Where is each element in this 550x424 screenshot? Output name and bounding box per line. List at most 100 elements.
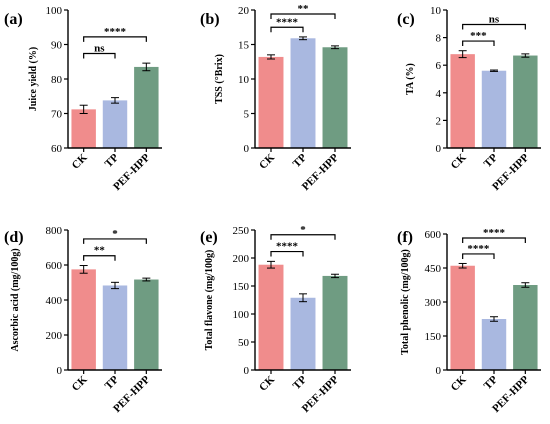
significance-bracket xyxy=(83,36,147,42)
panel-label: (e) xyxy=(200,229,218,246)
bar-ck xyxy=(71,109,96,148)
y-tick-label: 15 xyxy=(238,40,250,52)
significance-bracket xyxy=(83,238,147,244)
significance-label: * xyxy=(112,228,118,240)
bar-tp xyxy=(102,285,128,370)
x-tick-label: CK xyxy=(257,151,277,171)
x-tick-label: CK xyxy=(70,373,90,393)
x-tick-label: TP xyxy=(103,151,122,170)
significance-label: ** xyxy=(298,3,310,15)
x-tick-label: TP xyxy=(291,373,310,392)
significance-bracket xyxy=(462,40,495,47)
bar-ck xyxy=(71,269,96,370)
x-tick-label: CK xyxy=(257,373,277,393)
y-tick-label: 600 xyxy=(46,260,63,272)
y-tick-label: 6 xyxy=(436,60,442,72)
y-axis-label: Total flavone (mg/100g) xyxy=(204,250,215,351)
bar-tp xyxy=(102,100,128,148)
y-tick-label: 60 xyxy=(51,143,63,155)
y-tick-label: 70 xyxy=(51,109,63,121)
panel-label: (a) xyxy=(4,11,23,28)
y-tick-label: 250 xyxy=(233,225,250,237)
y-tick-label: 20 xyxy=(238,5,250,17)
significance-label: ns xyxy=(489,13,500,25)
bar-pef-hpp xyxy=(134,279,159,370)
significance-label: **** xyxy=(276,241,299,253)
x-tick-label: TP xyxy=(103,373,122,392)
x-tick-label: CK xyxy=(449,151,469,171)
significance-bracket xyxy=(83,52,116,59)
y-axis-label: TA (%) xyxy=(405,63,416,95)
bar-tp xyxy=(290,38,316,148)
y-tick-label: 50 xyxy=(238,337,250,349)
y-tick-label: 0 xyxy=(436,365,442,377)
y-tick-label: 10 xyxy=(238,74,250,86)
y-axis-label: Ascorbic acid (mg/100g) xyxy=(10,248,21,351)
x-tick-label: CK xyxy=(449,373,469,393)
panel-label: (c) xyxy=(397,11,415,28)
significance-label: **** xyxy=(104,26,127,38)
bar-ck xyxy=(450,265,475,370)
bar-ck xyxy=(258,264,284,370)
significance-label: *** xyxy=(470,30,487,42)
y-tick-label: 8 xyxy=(436,33,442,45)
y-tick-label: 5 xyxy=(244,109,250,121)
panel-label: (b) xyxy=(200,11,220,28)
significance-label: ** xyxy=(94,245,106,257)
chart-panel-6: (f) Total phenolic (mg/100g) 0 150 300 450 600… xyxy=(397,227,541,415)
significance-bracket xyxy=(462,253,495,259)
bar-pef-hpp xyxy=(322,47,348,149)
y-tick-label: 4 xyxy=(436,88,442,100)
bar-pef-hpp xyxy=(322,275,348,370)
y-tick-label: 200 xyxy=(46,330,63,342)
x-tick-label: TP xyxy=(291,151,310,170)
bar-tp xyxy=(481,70,507,148)
y-tick-label: 0 xyxy=(244,365,250,377)
chart-panel-5: (e) Total flavone (mg/100g) 0 50 100 150 200 25… xyxy=(200,224,351,415)
y-tick-label: 0 xyxy=(436,143,442,155)
significance-label: **** xyxy=(276,16,299,28)
y-tick-label: 800 xyxy=(46,225,63,237)
panel-label: (d) xyxy=(4,229,24,246)
y-tick-label: 300 xyxy=(425,297,442,309)
bar-ck xyxy=(450,54,475,148)
y-axis-label: Total phenolic (mg/100g) xyxy=(400,249,411,355)
y-tick-label: 600 xyxy=(425,229,442,241)
bar-pef-hpp xyxy=(513,55,538,148)
y-tick-label: 150 xyxy=(425,331,442,343)
bar-pef-hpp xyxy=(134,66,159,148)
x-tick-label: TP xyxy=(482,373,501,392)
y-tick-label: 100 xyxy=(46,5,63,17)
y-axis-label: TSS (°Brix) xyxy=(214,54,225,104)
significance-bracket xyxy=(462,23,526,30)
chart-panel-4: (d) Ascorbic acid (mg/100g) 0 200 400 600 800 C… xyxy=(4,225,162,415)
y-tick-label: 450 xyxy=(425,263,442,275)
significance-bracket xyxy=(270,234,336,240)
significance-label: **** xyxy=(467,243,490,255)
bar-tp xyxy=(290,297,316,370)
significance-bracket xyxy=(462,237,526,243)
y-axis-label: Juice yield (%) xyxy=(28,47,39,111)
y-tick-label: 0 xyxy=(57,365,63,377)
significance-label: **** xyxy=(483,227,506,239)
y-tick-label: 90 xyxy=(51,40,63,52)
y-tick-label: 150 xyxy=(233,281,250,293)
significance-bracket xyxy=(83,255,116,261)
y-tick-label: 100 xyxy=(233,309,250,321)
panel-label: (f) xyxy=(397,229,413,246)
bar-pef-hpp xyxy=(513,285,538,370)
y-tick-label: 80 xyxy=(51,74,63,86)
y-tick-label: 0 xyxy=(244,143,250,155)
significance-bracket xyxy=(270,13,336,19)
significance-bracket xyxy=(270,250,304,257)
x-tick-label: TP xyxy=(482,151,501,170)
significance-bracket xyxy=(270,26,304,33)
significance-label: ns xyxy=(94,42,105,54)
y-tick-label: 10 xyxy=(430,5,442,17)
significance-label: * xyxy=(300,224,306,236)
bar-tp xyxy=(481,319,507,370)
